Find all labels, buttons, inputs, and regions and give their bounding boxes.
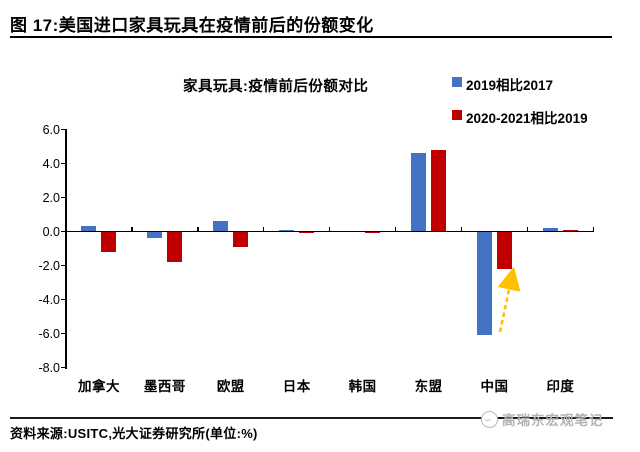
y-axis-label: -4.0	[38, 292, 60, 307]
bar	[411, 153, 427, 232]
x-axis-label: 墨西哥	[143, 379, 186, 394]
bar	[213, 221, 229, 232]
y-axis-label: 2.0	[42, 190, 60, 205]
y-axis-label: -8.0	[38, 360, 60, 375]
bar	[542, 228, 558, 232]
bar	[431, 149, 447, 232]
title-divider	[10, 36, 612, 39]
bar	[279, 229, 295, 232]
bar	[477, 231, 492, 336]
chart-title: 家具玩具:疫情前后份额对比	[183, 79, 369, 95]
y-tick	[60, 162, 66, 165]
x-tick	[460, 226, 463, 233]
watermark-text: 高瑞东宏观笔记	[502, 413, 604, 428]
x-tick	[263, 226, 265, 233]
legend-item-2019-vs-2017: 2019相比2017	[452, 74, 588, 94]
source-note: 资料来源:USITC,光大证券研究所(单位:%)	[10, 426, 258, 441]
y-tick	[60, 298, 66, 301]
footer-divider	[10, 417, 613, 419]
watermark: 高瑞东宏观笔记	[481, 409, 604, 429]
x-axis-label: 日本	[282, 379, 311, 394]
annotation-arrow-icon	[497, 266, 521, 333]
figure-title: 图 17:美国进口家具玩具在疫情前后的份额变化	[10, 16, 374, 35]
y-axis-label: -6.0	[38, 326, 60, 341]
x-tick	[131, 226, 133, 233]
x-tick	[329, 226, 331, 233]
x-axis-label: 加拿大	[77, 379, 120, 394]
bar	[497, 231, 512, 269]
x-tick	[197, 226, 199, 233]
y-axis-label: -2.0	[38, 258, 60, 273]
bar	[233, 231, 249, 247]
legend-label: 2020-2021相比2019	[466, 111, 588, 126]
y-tick	[60, 196, 66, 199]
x-axis-label: 印度	[546, 379, 575, 394]
x-axis-label: 中国	[480, 379, 509, 394]
y-tick	[60, 230, 66, 233]
y-tick	[60, 332, 66, 335]
x-tick	[394, 226, 397, 233]
bar	[167, 231, 183, 263]
y-axis-label: 0.0	[42, 224, 60, 239]
x-axis-label: 韩国	[348, 379, 377, 394]
bar	[562, 229, 578, 232]
x-tick	[65, 226, 67, 233]
y-axis-label: 6.0	[42, 122, 60, 137]
legend-swatch-red	[452, 110, 462, 120]
y-tick	[60, 264, 66, 267]
legend-label: 2019相比2017	[466, 78, 554, 93]
y-axis-line	[65, 129, 67, 369]
bar	[365, 231, 381, 234]
bar	[101, 231, 117, 252]
y-tick	[60, 366, 66, 369]
bar	[81, 226, 97, 232]
legend-swatch-blue	[452, 77, 462, 87]
watermark-logo-icon	[481, 410, 498, 428]
chart-legend: 2019相比2017 2020-2021相比2019	[452, 74, 588, 140]
x-tick	[592, 226, 595, 233]
bar	[147, 231, 163, 239]
x-tick	[526, 226, 529, 233]
legend-item-2020-2021-vs-2019: 2020-2021相比2019	[452, 107, 588, 127]
x-axis-label: 东盟	[414, 379, 443, 394]
x-axis-label: 欧盟	[216, 379, 245, 394]
bar	[299, 231, 315, 234]
y-tick	[60, 128, 66, 131]
y-axis-label: 4.0	[42, 156, 60, 171]
